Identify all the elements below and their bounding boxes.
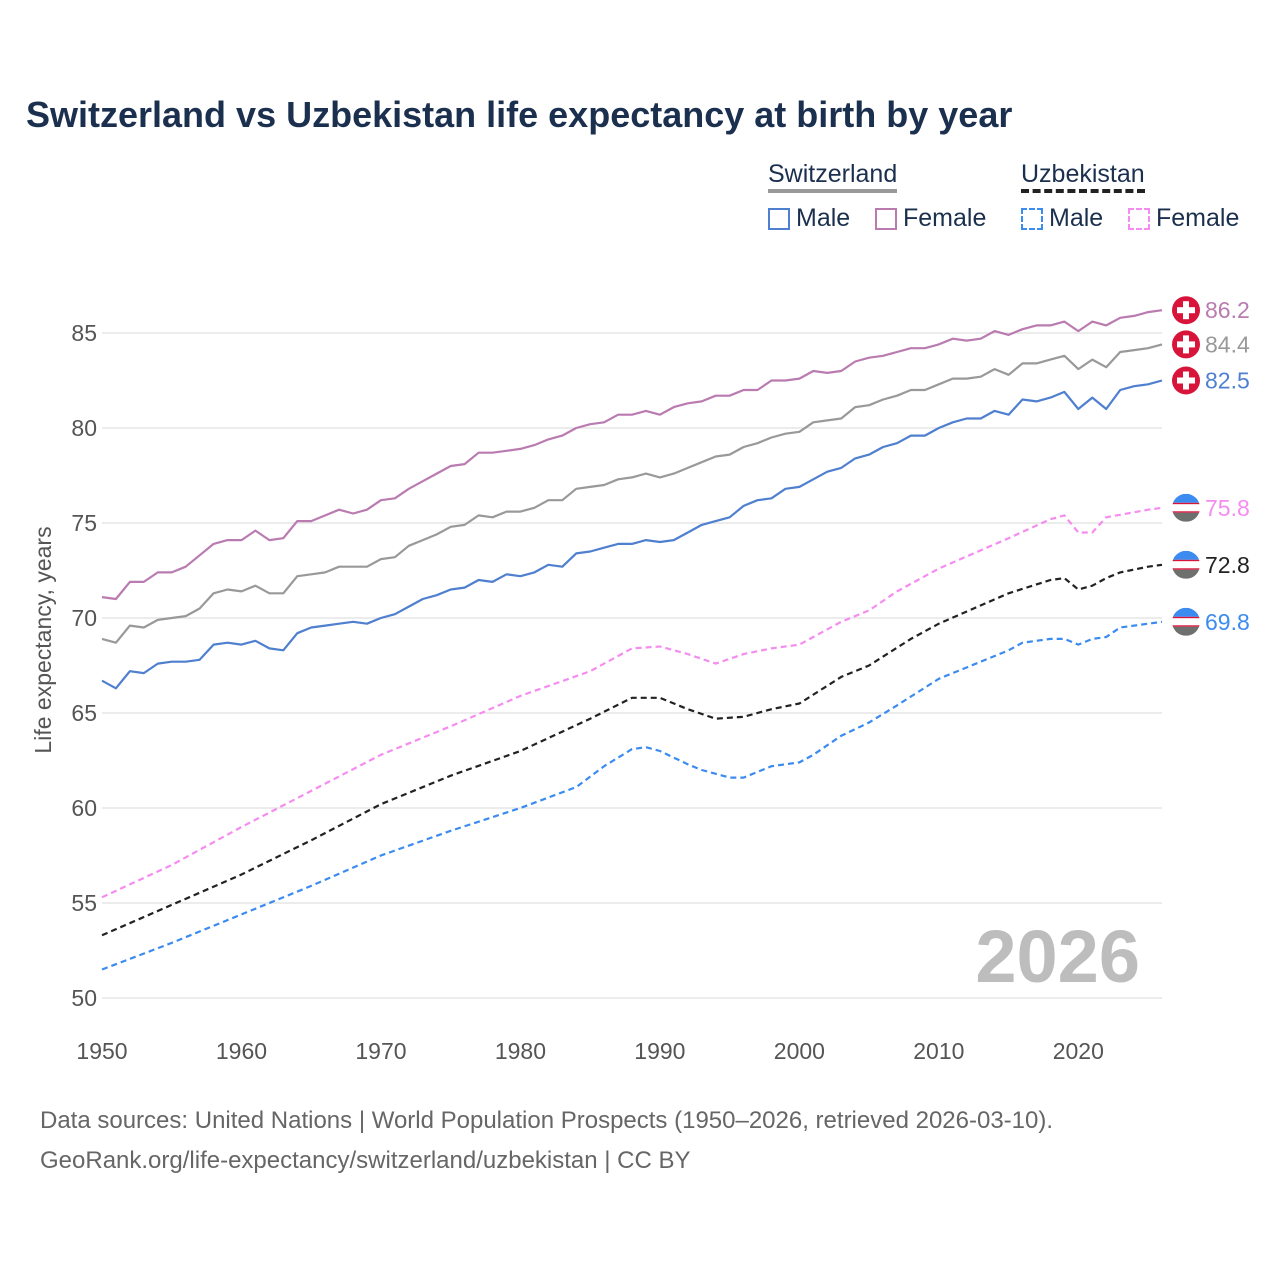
flag-cross — [1183, 371, 1189, 390]
y-tick-label: 80 — [71, 415, 97, 441]
series-line-uzb-male — [101, 620, 1163, 971]
x-tick-label: 2000 — [774, 1038, 825, 1064]
legend-label: Female — [1156, 204, 1240, 232]
chart-title: Switzerland vs Uzbekistan life expectanc… — [26, 94, 1013, 135]
legend-label: Male — [796, 204, 851, 232]
flag-stripe-gray — [1172, 626, 1200, 636]
y-tick-label: 65 — [71, 700, 97, 726]
flag-stripe-red — [1172, 502, 1200, 505]
flag-cross — [1177, 341, 1195, 348]
y-axis-label: Life expectancy, years — [30, 526, 56, 753]
series-line-swiss-female — [101, 309, 1163, 601]
y-tick-label: 50 — [71, 985, 97, 1011]
legend-label: Male — [1049, 204, 1104, 232]
legend-swatch-icon — [1021, 207, 1043, 230]
end-value-label: 69.8 — [1205, 609, 1250, 635]
flag-cross — [1183, 301, 1189, 320]
x-tick-label: 2010 — [913, 1038, 964, 1064]
flag-cross — [1183, 335, 1189, 354]
y-tick-label: 60 — [71, 795, 97, 821]
flag-stripe-blue — [1172, 607, 1200, 617]
switzerland-flag-icon — [1172, 296, 1200, 325]
flag-body — [1172, 550, 1200, 579]
end-value-label: 82.5 — [1205, 368, 1250, 394]
y-tick-label: 70 — [71, 605, 97, 631]
series-line-swiss-total — [101, 343, 1163, 644]
legend-switzerland-female[interactable]: Female — [875, 204, 986, 233]
flag-body — [1172, 607, 1200, 636]
flag-stripe-gray — [1172, 512, 1200, 522]
y-tick-label: 55 — [71, 890, 97, 916]
series-line-swiss-male — [101, 379, 1163, 690]
switzerland-flag-icon — [1172, 366, 1200, 395]
series-line-uzb-total — [101, 563, 1163, 937]
x-tick-label: 1980 — [495, 1038, 546, 1064]
end-value-label: 75.8 — [1205, 495, 1250, 521]
uzbekistan-flag-icon — [1172, 550, 1200, 579]
flag-stripe-red — [1172, 625, 1200, 627]
current-year-label: 2026 — [975, 915, 1140, 998]
flag-stripe-white — [1172, 504, 1200, 512]
flag-stripe-red — [1172, 559, 1200, 562]
legend-swatch-icon — [1128, 207, 1150, 230]
uzbekistan-flag-icon — [1172, 607, 1200, 636]
flag-stripe-blue — [1172, 493, 1200, 503]
legend-group-switzerland: Switzerland — [768, 160, 898, 193]
footer-url: GeoRank.org/life-expectancy/switzerland/… — [40, 1147, 691, 1174]
x-tick-label: 1970 — [355, 1038, 406, 1064]
x-tick-label: 2020 — [1053, 1038, 1104, 1064]
flag-circle — [1172, 366, 1200, 395]
x-tick-label: 1960 — [216, 1038, 267, 1064]
end-value-label: 86.2 — [1205, 297, 1250, 323]
flag-circle — [1172, 296, 1200, 325]
legend-swatch-icon — [875, 207, 897, 230]
legend-label: Female — [903, 204, 987, 232]
series-line-uzb-female — [101, 506, 1163, 899]
legend-uzbekistan-female[interactable]: Female — [1128, 204, 1239, 233]
uzbekistan-flag-icon — [1172, 493, 1200, 522]
footer-sources: Data sources: United Nations | World Pop… — [40, 1107, 1054, 1134]
y-tick-label: 75 — [71, 510, 97, 536]
switzerland-flag-icon — [1172, 330, 1200, 359]
x-tick-label: 1990 — [634, 1038, 685, 1064]
flag-stripe-white — [1172, 618, 1200, 626]
flag-body — [1172, 493, 1200, 522]
flag-stripe-red — [1172, 511, 1200, 513]
flag-stripe-white — [1172, 561, 1200, 569]
legend-swatch-icon — [768, 207, 790, 230]
legend-switzerland-male[interactable]: Male — [768, 204, 850, 233]
flag-stripe-blue — [1172, 550, 1200, 560]
flag-cross — [1177, 377, 1195, 384]
flag-cross — [1177, 307, 1195, 314]
y-tick-label: 85 — [71, 320, 97, 346]
x-tick-label: 1950 — [76, 1038, 127, 1064]
flag-stripe-red — [1172, 568, 1200, 570]
legend-group-uzbekistan: Uzbekistan — [1021, 160, 1145, 193]
legend-uzbekistan-male[interactable]: Male — [1021, 204, 1103, 233]
end-value-label: 72.8 — [1205, 552, 1250, 578]
flag-circle — [1172, 330, 1200, 359]
flag-stripe-red — [1172, 616, 1200, 619]
end-value-label: 84.4 — [1205, 331, 1250, 357]
flag-stripe-gray — [1172, 569, 1200, 579]
